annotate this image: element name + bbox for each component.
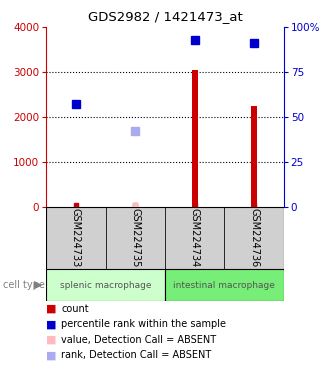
Text: percentile rank within the sample: percentile rank within the sample (61, 319, 226, 329)
Text: ■: ■ (46, 319, 56, 329)
Text: GSM224734: GSM224734 (190, 209, 200, 268)
Text: ▶: ▶ (34, 280, 43, 290)
Text: GDS2982 / 1421473_at: GDS2982 / 1421473_at (88, 10, 242, 23)
Text: cell type: cell type (3, 280, 45, 290)
Text: ■: ■ (46, 335, 56, 345)
FancyBboxPatch shape (46, 269, 165, 301)
FancyBboxPatch shape (106, 207, 165, 269)
Text: ■: ■ (46, 350, 56, 360)
Text: rank, Detection Call = ABSENT: rank, Detection Call = ABSENT (61, 350, 211, 360)
Text: count: count (61, 304, 89, 314)
Text: GSM224733: GSM224733 (71, 209, 81, 268)
Text: intestinal macrophage: intestinal macrophage (174, 281, 275, 290)
Text: ■: ■ (46, 304, 56, 314)
FancyBboxPatch shape (165, 269, 284, 301)
FancyBboxPatch shape (224, 207, 284, 269)
Text: value, Detection Call = ABSENT: value, Detection Call = ABSENT (61, 335, 216, 345)
Text: splenic macrophage: splenic macrophage (60, 281, 151, 290)
FancyBboxPatch shape (165, 207, 224, 269)
Text: GSM224735: GSM224735 (130, 209, 140, 268)
Bar (251, 106, 257, 207)
FancyBboxPatch shape (46, 207, 106, 269)
Bar (192, 70, 198, 207)
Text: GSM224736: GSM224736 (249, 209, 259, 268)
